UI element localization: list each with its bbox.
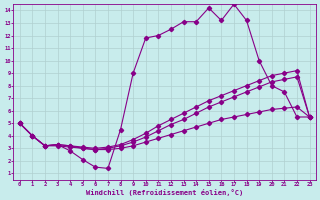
X-axis label: Windchill (Refroidissement éolien,°C): Windchill (Refroidissement éolien,°C) xyxy=(86,189,243,196)
